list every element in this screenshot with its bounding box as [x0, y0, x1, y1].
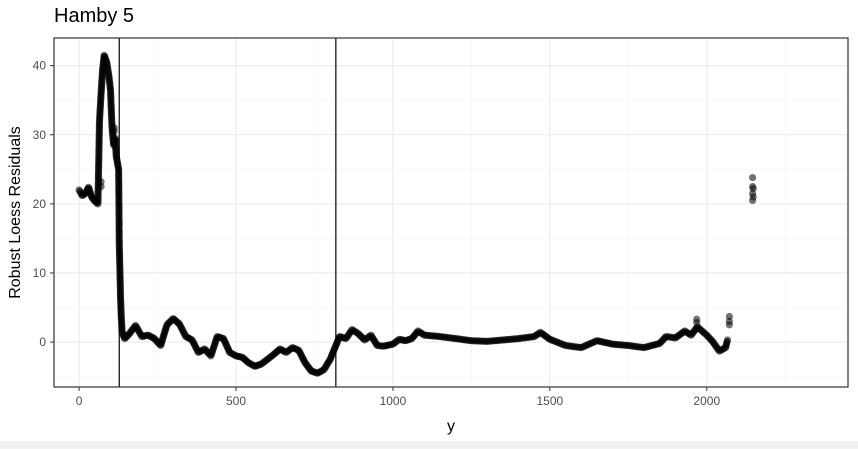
y-tick-label: 20 — [33, 197, 47, 211]
data-point — [748, 174, 757, 182]
x-tick-label: 1500 — [537, 394, 564, 408]
x-axis-ticks: 0 500 1000 1500 2000 — [76, 387, 720, 408]
x-axis-label: y — [447, 418, 455, 435]
x-tick-label: 500 — [226, 394, 246, 408]
vertical-reference-lines — [118, 38, 337, 387]
grid-lines — [54, 38, 848, 387]
chart-title: Hamby 5 — [54, 5, 134, 27]
x-tick-label: 2000 — [693, 394, 720, 408]
y-tick-label: 10 — [33, 266, 47, 280]
y-axis-label: Robust Loess Residuals — [7, 126, 24, 299]
data-point — [693, 315, 701, 323]
data-point — [97, 178, 105, 186]
x-tick-label: 0 — [76, 394, 83, 408]
y-tick-label: 30 — [33, 128, 47, 142]
x-tick-label: 1000 — [380, 394, 407, 408]
y-axis-ticks: 0 10 20 30 40 — [33, 59, 54, 349]
data-point — [110, 124, 118, 132]
plot-panel — [53, 37, 849, 388]
data-point — [749, 193, 757, 201]
data-point — [725, 312, 733, 321]
data-point — [749, 185, 757, 193]
data-point — [723, 336, 732, 344]
data-points — [75, 51, 757, 377]
y-tick-label: 0 — [39, 335, 46, 349]
bottom-strip — [0, 441, 858, 449]
y-tick-label: 40 — [33, 59, 47, 73]
